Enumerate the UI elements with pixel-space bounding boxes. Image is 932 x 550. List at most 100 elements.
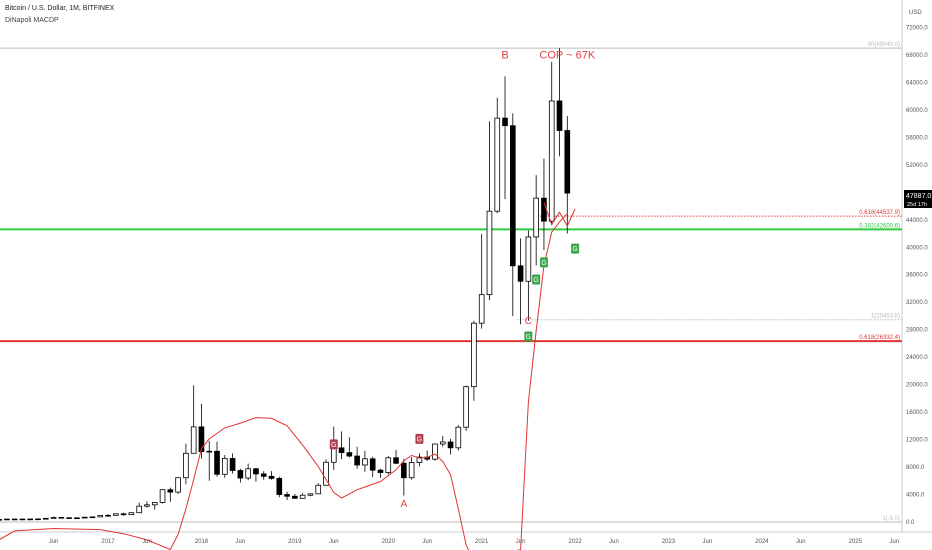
time-tick-label: 2021 xyxy=(475,539,489,545)
price-tick-label: 64000.0 xyxy=(906,80,928,86)
signal-marker-label: G xyxy=(533,277,538,284)
signal-marker-box xyxy=(415,433,424,444)
time-tick-label: Jun xyxy=(142,539,152,545)
price-tick-label: 44000.0 xyxy=(906,218,928,224)
signal-marker-box xyxy=(571,243,580,254)
candle-body xyxy=(471,322,477,388)
candle-body xyxy=(81,516,88,519)
time-tick-label: Jun xyxy=(703,539,713,545)
signal-marker: G xyxy=(329,439,338,450)
time-tick-label: 2023 xyxy=(662,539,676,545)
candle-body xyxy=(89,516,96,519)
candle-body xyxy=(253,468,259,475)
time-tick-label: 2017 xyxy=(101,539,115,545)
candles xyxy=(0,48,571,521)
time-tick-label: Jun xyxy=(889,539,899,545)
chart-annotation: B xyxy=(501,49,508,61)
candle-body xyxy=(214,450,220,475)
signal-marker: G xyxy=(415,433,424,444)
candle-body xyxy=(315,484,322,495)
price-tick-label: 8000.0 xyxy=(906,465,925,471)
candle-body xyxy=(144,504,150,507)
candle-body xyxy=(198,426,205,452)
chart-annotation: COP ~ 67K xyxy=(539,49,595,61)
candle-body xyxy=(533,197,539,238)
candle-body xyxy=(11,518,18,521)
candle-body xyxy=(167,489,174,493)
candle-body xyxy=(292,495,298,499)
candle-body xyxy=(136,505,143,514)
candle-body xyxy=(229,458,236,471)
price-tick-label: 20000.0 xyxy=(906,383,928,389)
signal-marker-box xyxy=(539,257,548,268)
candle-body xyxy=(97,514,104,518)
candle-body xyxy=(0,519,2,521)
level-label: 0.618(26332.4) xyxy=(859,335,900,341)
candle-body xyxy=(74,517,80,520)
currency-label: USD xyxy=(909,10,922,16)
price-tick-label: 24000.0 xyxy=(906,355,928,361)
signal-marker-label: G xyxy=(526,334,531,341)
candle-body xyxy=(323,461,329,486)
signal-marker-label: G xyxy=(572,246,577,253)
candle-body xyxy=(175,477,181,493)
last-price-box xyxy=(904,190,932,208)
zigzag-path xyxy=(543,202,576,228)
annotations: B COP ~ 67K C A xyxy=(401,49,596,510)
signal-marker: G xyxy=(571,243,580,254)
last-price-value: 47887.0 xyxy=(906,193,931,200)
candle-body xyxy=(206,450,213,453)
signal-marker-label: G xyxy=(541,260,546,267)
chart-title: Bitcoin / U.S. Dollar, 1M, BITFINEX xyxy=(5,5,115,12)
signal-marker-label: G xyxy=(417,436,422,443)
level-label: 1(-5.0) xyxy=(882,516,900,522)
candle-body xyxy=(377,469,384,473)
candle-body xyxy=(260,473,267,477)
candle-body xyxy=(19,518,26,521)
time-tick-label: 2020 xyxy=(382,539,396,545)
candle-body xyxy=(541,197,547,222)
price-tick-label: 56000.0 xyxy=(906,135,928,141)
candle-body xyxy=(338,447,345,454)
candle-body xyxy=(401,462,407,479)
candle-body xyxy=(276,477,283,495)
price-tick-label: 52000.0 xyxy=(906,163,928,169)
candle-body xyxy=(42,517,49,520)
candle-body xyxy=(354,455,360,466)
price-tick-label: 0.0 xyxy=(906,520,915,526)
time-tick-label: Jun xyxy=(796,539,806,545)
time-tick-label: Jun xyxy=(49,539,59,545)
time-tick-label: Jun xyxy=(516,539,526,545)
time-axis[interactable]: Jun 2017 Jun 2018 Jun 2019 Jun 2020 Jun 2021 Jun 20… xyxy=(49,539,899,545)
price-tick-label: 12000.0 xyxy=(906,438,928,444)
price-tick-label: 68000.0 xyxy=(906,53,928,59)
candle-body xyxy=(284,494,290,497)
price-axis[interactable]: 0.0 4000.0 8000.0 12000.0 16000.0 20000.0 2400… xyxy=(906,25,928,526)
candle-body xyxy=(113,513,119,516)
candle-body xyxy=(120,513,127,516)
candle-body xyxy=(556,100,563,131)
time-tick-label: 2022 xyxy=(568,539,582,545)
candle-body xyxy=(330,447,337,463)
signal-marker-box xyxy=(524,331,533,342)
signal-marker: G xyxy=(524,331,533,342)
signal-markers: G G G G G G xyxy=(329,243,580,450)
candle-body xyxy=(307,493,314,496)
candle-body xyxy=(299,494,306,499)
candle-body xyxy=(494,117,501,212)
macd-line xyxy=(0,213,568,550)
zigzag-line xyxy=(543,202,576,228)
candle-body xyxy=(58,516,65,519)
price-tick-label: 28000.0 xyxy=(906,328,928,334)
price-tick-label: 16000.0 xyxy=(906,410,928,416)
candle-body xyxy=(50,516,57,519)
candle-body xyxy=(27,518,34,521)
time-tick-label: Jun xyxy=(422,539,432,545)
time-tick-label: Jun xyxy=(236,539,246,545)
time-tick-label: 2019 xyxy=(288,539,302,545)
candle-body xyxy=(486,210,493,296)
level-label: 0.618(44537.9) xyxy=(859,210,900,216)
candle-body xyxy=(362,458,368,466)
time-tick-label: 2024 xyxy=(755,539,769,545)
